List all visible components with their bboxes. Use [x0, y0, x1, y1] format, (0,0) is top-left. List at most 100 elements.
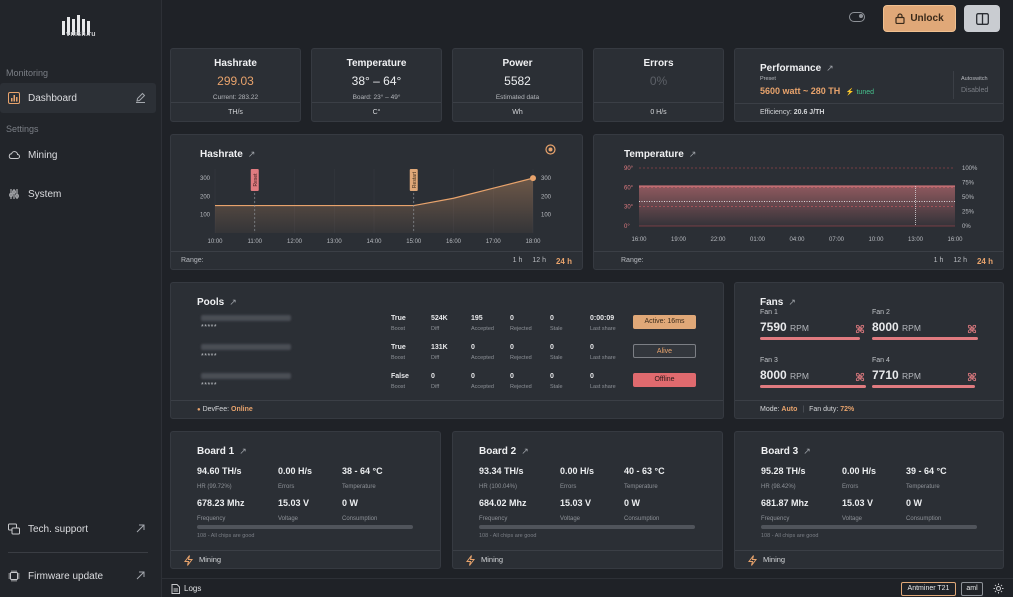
y-tick-left: 60°	[624, 185, 634, 191]
pool-col-label: Accepted	[471, 355, 494, 361]
pool-value: 0	[471, 373, 475, 380]
hashrate-chart-title-link[interactable]: Hashrate ↗	[200, 144, 255, 162]
range-option-12h[interactable]: 12 h	[953, 257, 967, 264]
edit-icon[interactable]	[135, 92, 146, 103]
y-tick-left: 30°	[624, 205, 634, 211]
support-icon	[8, 523, 20, 535]
devfee-label: DevFee:	[202, 406, 230, 413]
marker-flag[interactable]	[250, 169, 259, 191]
pool-user: *****	[201, 382, 218, 389]
board-temp: 38 - 64 °C Temperature	[342, 461, 383, 490]
marker-label: Restart	[412, 171, 418, 188]
fans-title-link[interactable]: Fans ↗	[760, 292, 796, 310]
fan-name: Fan 2	[872, 309, 890, 316]
sidebar-item-dashboard[interactable]: Dashboard	[0, 83, 156, 113]
board-value: 684.02 Mhz	[479, 498, 527, 508]
model-badge: Antminer T21	[901, 582, 956, 596]
board-value: 681.87 Mhz	[761, 498, 809, 508]
x-tick: 13:00	[327, 239, 343, 245]
fan-rpm-value: 7710	[872, 368, 899, 382]
range-option-24h[interactable]: 24 h	[555, 257, 572, 266]
y-tick-right: 75%	[962, 181, 975, 187]
pool-col-label: Stale	[550, 355, 563, 361]
temperature-chart-title-link[interactable]: Temperature ↗	[624, 144, 696, 162]
range-label: Range:	[621, 257, 644, 264]
pool-value: 0	[510, 373, 514, 380]
x-tick: 16:00	[947, 237, 963, 243]
bottom-bar: Logs Antminer T21 aml	[162, 578, 1013, 597]
hashrate-chart[interactable]: 300 200 100 300 200 100 10:00 11:00 12:00 13:00 14…	[171, 161, 584, 251]
x-tick: 14:00	[366, 239, 382, 245]
pool-row[interactable]: ***** False Boost 0 Diff 0 Accepted 0 Rejected 0 S…	[201, 371, 696, 395]
settings-gear-icon[interactable]	[993, 583, 1004, 594]
pool-value: 0	[550, 315, 554, 322]
fan-item: Fan 1 7590 RPM	[760, 309, 868, 340]
theme-toggle[interactable]	[849, 12, 865, 22]
range-option-1h[interactable]: 1 h	[933, 257, 944, 264]
target-icon[interactable]	[545, 144, 556, 155]
hashrate-last-point	[530, 175, 536, 182]
fan-rpm-unit: RPM	[902, 323, 921, 333]
stat-sub: Estimated data	[495, 94, 540, 101]
pool-row[interactable]: ***** True Boost 131K Diff 0 Accepted 0 Rejected…	[201, 342, 696, 366]
pool-value: True	[391, 315, 406, 322]
sidebar-item-mining[interactable]: Mining	[0, 140, 156, 170]
sidebar-item-tech-support[interactable]: Tech. support	[0, 514, 156, 544]
board-label: HR (98.42%)	[761, 484, 796, 490]
brand-logo[interactable]	[58, 10, 98, 42]
board-label: Temperature	[624, 484, 658, 490]
autoswitch-value[interactable]: Disabled	[961, 87, 989, 94]
pool-col-label: Last share	[590, 355, 616, 361]
board-errors: 0.00 H/s Errors	[278, 461, 312, 490]
marker-flag[interactable]	[409, 169, 418, 191]
range-option-12h[interactable]: 12 h	[532, 257, 546, 264]
pool-col-label: Diff	[431, 355, 440, 361]
x-tick: 15:00	[406, 239, 422, 245]
board-title-link[interactable]: Board 1 ↗	[197, 441, 247, 459]
board-value: 95.28 TH/s	[761, 466, 806, 476]
pool-value: 0:00:09	[590, 315, 615, 322]
aml-badge: aml	[961, 582, 983, 596]
pool-diff: 524K Diff	[431, 315, 448, 332]
pools-title-link[interactable]: Pools ↗	[197, 292, 237, 310]
stat-unit: 0 H/s	[594, 102, 723, 121]
fan-rpm-unit: RPM	[902, 371, 921, 381]
x-tick: 04:00	[789, 237, 805, 243]
external-arrow-icon: ↗	[826, 63, 834, 73]
board-title-link[interactable]: Board 3 ↗	[761, 441, 811, 459]
y-tick-right: 100	[541, 213, 552, 219]
sidebar-item-firmware-update[interactable]: Firmware update	[0, 561, 156, 591]
unlock-button[interactable]: Unlock	[883, 5, 956, 32]
stat-unit: Wh	[453, 102, 582, 121]
board-value: 0 W	[342, 498, 359, 508]
range-option-24h[interactable]: 24 h	[976, 257, 993, 266]
panel-toggle-button[interactable]	[964, 5, 1000, 32]
hashrate-line	[215, 177, 534, 207]
y-tick-left: 0°	[624, 224, 630, 230]
board-value: 0 W	[624, 498, 641, 508]
x-tick: 12:00	[287, 239, 303, 245]
pool-status-badge: Offline	[633, 373, 696, 387]
fan-rpm-value: 8000	[760, 368, 787, 382]
stat-value: 5582	[504, 74, 531, 88]
external-arrow-icon: ↗	[239, 446, 247, 456]
sidebar-item-system[interactable]: System	[0, 179, 156, 209]
pool-row[interactable]: ***** True Boost 524K Diff 195 Accepted 0 Reject…	[201, 313, 696, 337]
logs-icon[interactable]	[171, 584, 180, 594]
performance-title-link[interactable]: Performance ↗	[760, 58, 834, 76]
board-label: Voltage	[842, 516, 863, 522]
performance-card: Performance ↗ Preset 5600 watt ~ 280 TH ⚡…	[734, 48, 1004, 122]
stat-title: Power	[502, 58, 533, 69]
pool-accepted: 0 Accepted	[471, 373, 494, 390]
pool-rejected: 0 Rejected	[510, 373, 532, 390]
range-option-1h[interactable]: 1 h	[512, 257, 523, 264]
y-tick-left: 100	[200, 213, 211, 219]
board-title-link[interactable]: Board 2 ↗	[479, 441, 529, 459]
logs-button[interactable]: Logs	[184, 584, 202, 593]
card-title: Board 2	[479, 446, 517, 457]
efficiency-value: 20.6 J/TH	[793, 109, 825, 116]
temperature-chart[interactable]: 90° 60° 30° 0° 100% 75% 50% 25% 0% 16:00 19:00 22:0…	[594, 161, 1005, 251]
x-tick: 10:00	[207, 239, 223, 245]
board-value: 0.00 H/s	[560, 466, 595, 476]
external-arrow-icon	[136, 524, 145, 533]
